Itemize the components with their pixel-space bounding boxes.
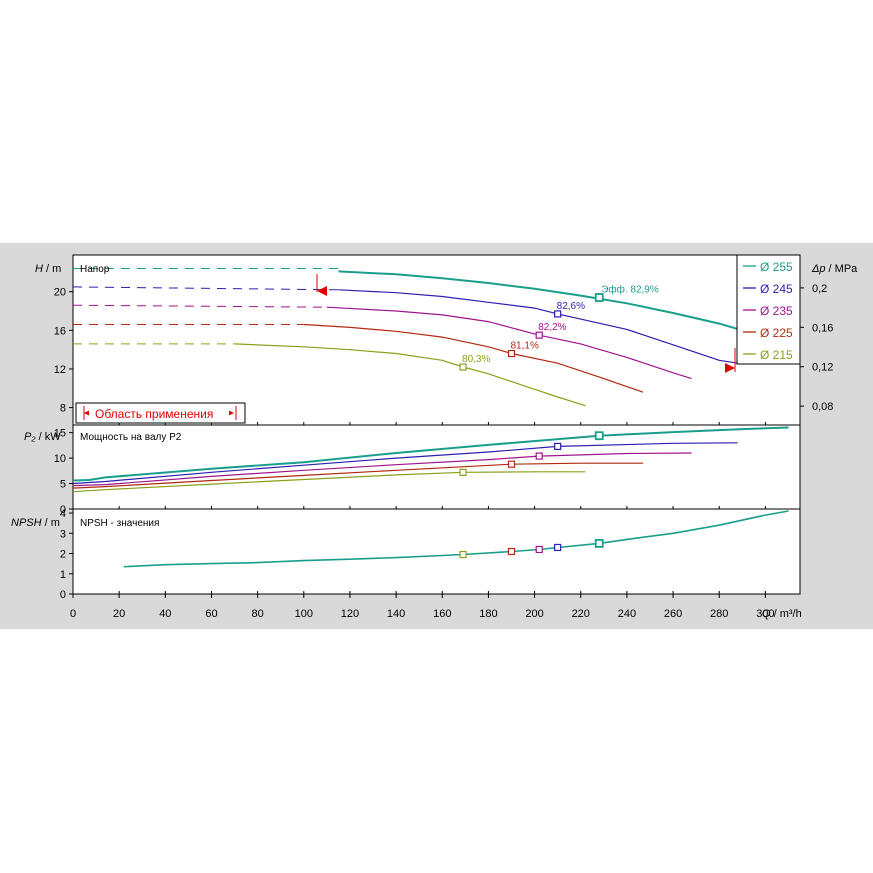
pressure-tick-label: 0,12 [812,362,833,374]
npsh-bep-marker [459,550,467,559]
pressure-axis-label: Δp / MPa [811,263,858,275]
power-axis-label: P₂ / kW [24,431,61,443]
head-axis-label: H / m [35,263,61,275]
power-panel-title: Мощность на валу P2 [80,432,182,443]
head-panel [72,254,801,426]
efficiency-label: 82,2% [538,322,566,333]
npsh-y-tick-label: 1 [60,569,66,581]
head-bep-marker [507,349,516,358]
head-bep-marker [594,293,604,302]
max-flow-marker-arrow [725,363,735,373]
svg-text:Ø 225: Ø 225 [760,326,793,340]
head-bep-marker [554,310,562,318]
x-tick-label: 20 [113,608,125,620]
svg-text:Ø 255: Ø 255 [760,260,793,274]
x-tick-label: 60 [205,608,217,620]
power-bep-marker [594,431,604,441]
npsh-curve [123,510,789,568]
head-y-tick-label: 8 [60,403,66,415]
power-panel [72,424,801,510]
min-flow-marker-arrow [317,286,327,296]
application-range-box [75,402,246,424]
legend-entry: Ø 245 [743,282,793,296]
pressure-tick-label: 0,2 [812,283,827,295]
svg-text:Ø 245: Ø 245 [760,282,793,296]
head-bep-marker [459,363,467,371]
npsh-panel [72,508,801,595]
head-curve [338,270,789,347]
npsh-y-tick-label: 0 [60,589,66,601]
head-curve [303,323,644,393]
efficiency-label: Эфф. 82,9% [601,284,659,296]
power-curve [72,426,789,482]
ticks: 0 20 40 60 80 100 120 140 160 180 200 220 240 260 280 3… [54,283,834,620]
application-range-label: Область применения [95,407,213,421]
x-tick-label: 140 [387,608,405,620]
svg-text:Ø 215: Ø 215 [760,348,793,362]
x-tick-label: 120 [341,608,359,620]
x-tick-label: 200 [525,608,543,620]
x-tick-label: 260 [664,608,682,620]
npsh-bep-marker [554,543,562,552]
x-tick-label: 180 [479,608,497,620]
npsh-y-tick-label: 4 [60,508,66,520]
x-tick-label: 220 [572,608,590,620]
x-tick-label: 80 [252,608,264,620]
flow-axis-label: Q / m³/h [762,608,802,620]
x-tick-label: 300 [756,608,774,620]
npsh-bep-marker [594,539,604,548]
x-tick-label: 280 [710,608,728,620]
power-bep-marker [507,460,516,468]
legend-entry: Ø 225 [743,326,793,340]
x-tick-label: 160 [433,608,451,620]
curves: Эфф. 82,9% 82,6% 82,2% 81,1% 80,3% [72,268,789,568]
x-tick-label: 100 [295,608,313,620]
npsh-bep-marker [507,547,516,556]
npsh-y-tick-label: 2 [60,549,66,561]
head-bep-marker [535,331,543,339]
npsh-axis-label: NPSH / m [11,517,60,529]
head-curve [338,289,738,364]
efficiency-label: 81,1% [511,341,539,352]
npsh-bep-marker [535,545,543,554]
power-bep-marker [535,452,543,460]
efficiency-label: 80,3% [462,354,490,365]
power-curve [72,452,692,487]
power-y-tick-label: 15 [54,428,66,440]
pressure-tick-label: 0,08 [812,401,833,413]
head-panel-title: Напор [80,264,110,275]
npsh-panel-title: NPSH - значения [80,518,159,529]
legend-entry: Ø 235 [743,304,793,318]
x-tick-label: 40 [159,608,171,620]
power-y-tick-label: 5 [60,479,66,491]
power-bep-marker [459,468,467,476]
power-curve [72,442,738,485]
efficiency-label: 82,6% [557,301,585,312]
head-curve-dashed [72,286,339,291]
power-y-tick-label: 10 [54,453,66,465]
head-y-tick-label: 12 [54,364,66,376]
application-range-right-arrow [229,410,234,416]
npsh-y-tick-label: 3 [60,528,66,540]
pressure-tick-label: 0,16 [812,322,833,334]
application-range-left-arrow [84,410,89,416]
head-curve [234,343,586,407]
svg-text:Ø 235: Ø 235 [760,304,793,318]
head-y-tick-label: 16 [54,325,66,337]
head-y-tick-label: 20 [54,287,66,299]
head-curve-dashed [72,304,327,308]
x-tick-label: 240 [618,608,636,620]
x-tick-label: 0 [70,608,76,620]
legend-entry: Ø 215 [743,348,793,362]
legend-entry: Ø 255 [743,260,793,274]
power-bep-marker [554,442,562,450]
power-curve [72,471,586,493]
power-y-tick-label: 0 [60,504,66,516]
power-curve [72,462,644,489]
